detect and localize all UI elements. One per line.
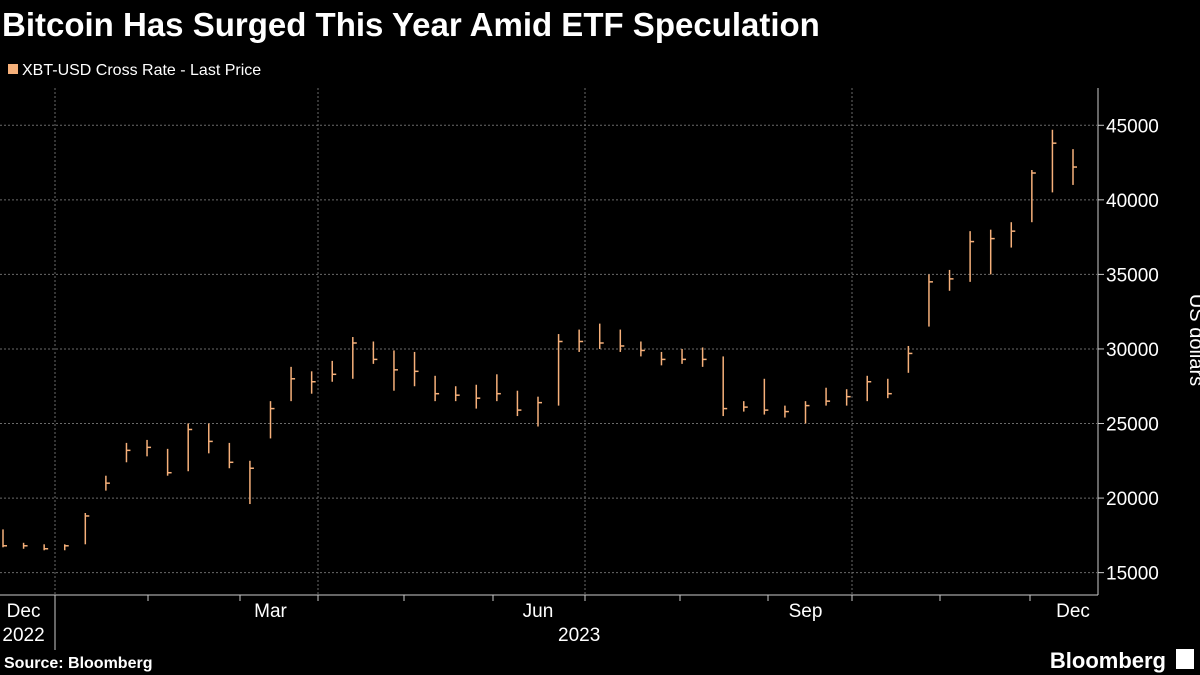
y-tick-label: 20000 <box>1106 489 1159 510</box>
legend-label: XBT-USD Cross Rate - Last Price <box>22 62 261 79</box>
x-tick-label: Dec <box>1056 601 1090 622</box>
y-tick-label: 25000 <box>1106 415 1159 436</box>
brand-icon <box>1176 649 1194 669</box>
month-ticks <box>54 595 1031 650</box>
y-tick-label: 40000 <box>1106 191 1159 212</box>
x-tick-label: Jun <box>523 601 554 622</box>
x-tick-label-year: 2022 <box>2 625 44 646</box>
x-tick-label: Sep <box>789 601 823 622</box>
y-tick-label: 30000 <box>1106 340 1159 361</box>
legend-swatch <box>8 64 18 74</box>
chart-title: Bitcoin Has Surged This Year Amid ETF Sp… <box>2 6 820 43</box>
brand: Bloomberg <box>1050 648 1166 673</box>
y-tick-label: 15000 <box>1106 564 1159 585</box>
y-axis-title: US dollars <box>1185 294 1200 386</box>
x-tick-label: Mar <box>254 601 287 622</box>
y-tick-label: 35000 <box>1106 265 1159 286</box>
x-tick-label: Dec <box>7 601 41 622</box>
x-tick-label-year: 2023 <box>558 625 600 646</box>
source: Source: Bloomberg <box>4 655 152 672</box>
y-tick-label: 45000 <box>1106 116 1159 137</box>
